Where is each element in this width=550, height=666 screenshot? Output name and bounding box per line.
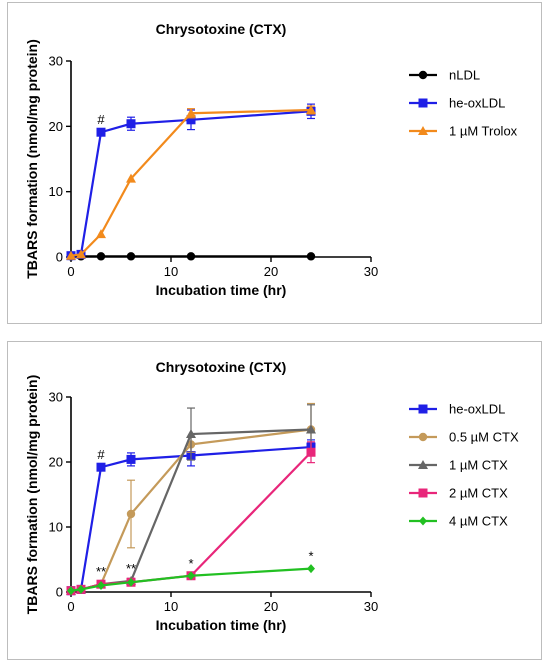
y-tick-label: 30 [49,390,63,405]
legend-entry: 4 µM CTX [449,514,508,529]
y-tick-label: 10 [49,520,63,535]
x-tick-label: 30 [364,599,378,614]
legend-swatch-marker [419,516,427,526]
data-point [96,127,106,137]
data-point [306,105,316,114]
x-tick-label: 0 [67,599,74,614]
data-point [307,564,315,574]
data-point [97,581,105,590]
legend-swatch-marker [418,404,428,414]
data-point [306,424,316,434]
chart-top: Chrysotoxine (CTX) 0 10 20 30 0 10 20 30 Incubati… [24,21,518,298]
x-tick-label: 20 [264,599,278,614]
significance-annotation: ** [96,564,106,579]
data-point [96,229,106,239]
data-point [126,252,136,261]
data-point [96,462,106,472]
x-tick-label: 20 [264,264,278,279]
series-line [70,108,312,257]
y-tick-label: 30 [49,54,63,69]
y-tick-label: 0 [56,250,63,265]
data-point [127,577,135,587]
legend-entry: nLDL [449,68,480,83]
significance-annotation: # [97,447,105,462]
data-point [126,173,136,183]
x-tick-label: 10 [164,264,178,279]
legend-swatch-marker [418,70,428,80]
x-tick-label: 10 [164,599,178,614]
x-axis-label: Incubation time (hr) [156,282,287,298]
y-tick-label: 10 [49,184,63,199]
series-4 [67,564,315,596]
x-axis-label: Incubation time (hr) [156,617,287,633]
y-axis-label: TBARS formation (nmol/mg protein) [24,375,40,615]
chart-panel-top: Chrysotoxine (CTX) 0 10 20 30 0 10 20 30 Incubati… [7,2,542,324]
data-point [306,252,316,261]
series-0 [66,252,316,261]
legend-swatch-marker [418,98,428,108]
data-point [306,447,316,457]
data-point [126,509,136,519]
legend-entry: 1 µM Trolox [449,124,518,139]
x-tick-label: 0 [67,264,74,279]
significance-annotation: # [97,112,105,127]
series-2 [66,105,316,260]
data-point [126,454,136,464]
legend-swatch-marker [418,432,428,442]
data-point [96,252,106,261]
x-tick-label: 30 [364,264,378,279]
data-point [126,119,136,129]
chart-panel-bottom: Chrysotoxine (CTX) 0 10 20 30 0 10 20 30 Incubati… [7,341,542,660]
chart-title: Chrysotoxine (CTX) [156,21,287,37]
legend-swatch-marker [418,126,428,135]
legend-entry: he-oxLDL [449,96,505,111]
data-point [66,250,76,260]
legend-entry: he-oxLDL [449,402,505,417]
legend-entry: 2 µM CTX [449,486,508,501]
series-line [70,110,312,257]
data-point [77,584,85,594]
legend-swatch-marker [418,488,428,498]
data-point [187,571,195,581]
chart-bottom: Chrysotoxine (CTX) 0 10 20 30 0 10 20 30 Incubati… [24,359,519,633]
data-point [186,108,196,118]
legend-swatch-marker [418,460,428,469]
data-point [186,252,196,261]
significance-annotation: * [308,549,313,564]
y-tick-label: 0 [56,585,63,600]
y-tick-label: 20 [49,455,63,470]
legend-entry: 0.5 µM CTX [449,430,519,445]
data-point [186,429,196,439]
y-axis-label: TBARS formation (nmol/mg protein) [24,39,40,279]
legend-entry: 1 µM CTX [449,458,508,473]
y-tick-label: 20 [49,119,63,134]
significance-annotation: * [188,556,193,571]
chart-title: Chrysotoxine (CTX) [156,359,287,375]
significance-annotation: ** [126,561,136,576]
data-point [67,586,75,596]
data-point [76,249,86,259]
data-point [186,115,196,125]
